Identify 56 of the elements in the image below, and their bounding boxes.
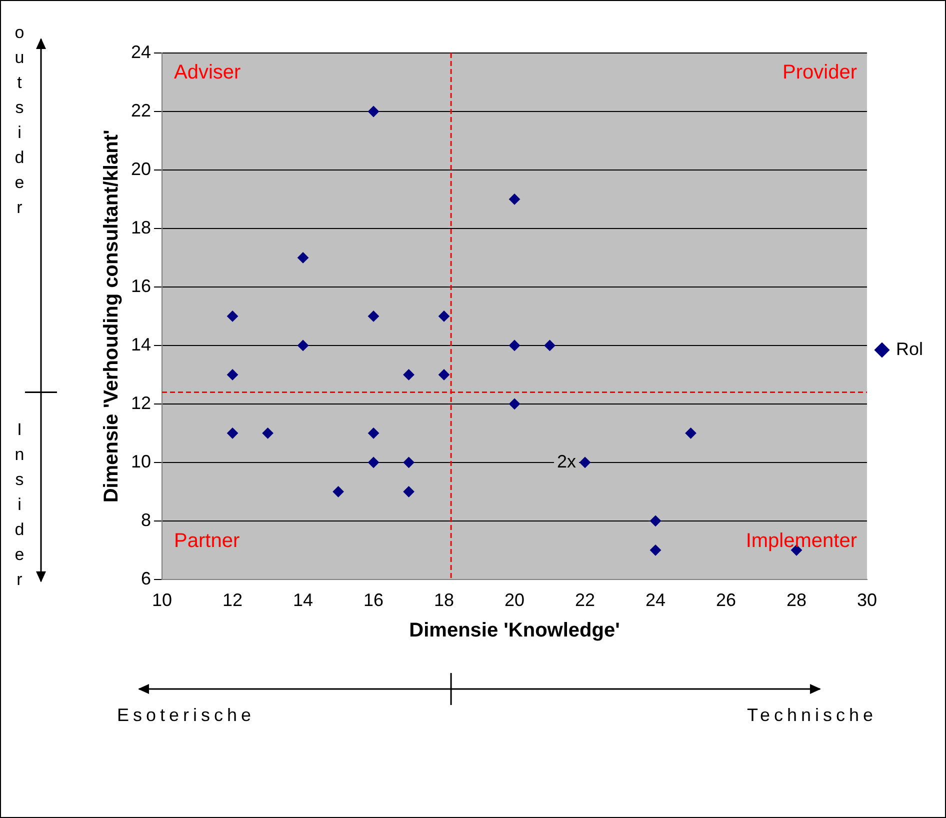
y-tick-label: 20 <box>130 158 152 179</box>
y-tick-label: 22 <box>130 100 152 120</box>
y-tick-label: 14 <box>130 334 152 354</box>
y-axis-title: Dimensie 'Verhouding consultant/klant' <box>100 130 123 503</box>
point <box>509 194 520 205</box>
point <box>438 369 450 380</box>
y-tick-label: 8 <box>141 510 152 530</box>
annotation: Adviser <box>174 62 242 84</box>
y-tick-label: 12 <box>130 392 152 413</box>
point <box>368 310 380 322</box>
y-tick-label: 18 <box>130 217 152 238</box>
point <box>650 515 661 526</box>
point <box>438 310 450 322</box>
point <box>298 252 309 264</box>
y-tick-label: 10 <box>130 451 152 472</box>
text: Insider <box>9 420 29 596</box>
point <box>227 369 238 380</box>
x-tick-label: 12 <box>222 590 243 610</box>
point <box>650 544 661 556</box>
point <box>403 369 414 380</box>
y-tick-label: 16 <box>130 276 152 296</box>
annotation: 2x <box>556 451 576 472</box>
x-tick-label: 18 <box>434 590 454 610</box>
point <box>332 486 344 498</box>
x-tick-label: 16 <box>363 590 384 610</box>
point <box>368 106 380 117</box>
x-tick-label: 28 <box>786 590 807 610</box>
x-tick-label: 22 <box>574 590 596 610</box>
annotation: Implementer <box>746 530 858 552</box>
annotation: Provider <box>782 62 858 84</box>
point <box>509 398 520 410</box>
y-tick-label: 6 <box>141 568 152 588</box>
point <box>227 310 238 322</box>
annotation: Partner <box>174 530 240 552</box>
legend-label: Rol <box>896 338 924 359</box>
point <box>685 428 696 439</box>
x-tick-label: 14 <box>293 590 314 610</box>
point <box>509 340 520 351</box>
point <box>368 428 380 439</box>
x-tick-label: 20 <box>504 590 525 610</box>
x-tick-label: 30 <box>856 590 878 610</box>
point <box>403 486 414 498</box>
point <box>544 340 556 351</box>
point <box>403 456 414 468</box>
point <box>368 456 380 468</box>
point <box>298 340 309 351</box>
x-axis-title: Dimensie 'Knowledge' <box>409 620 620 642</box>
y-tick-label: 24 <box>130 42 152 62</box>
x-tick-label: 26 <box>716 590 736 610</box>
point <box>580 456 591 468</box>
point <box>262 428 274 439</box>
point <box>227 428 238 439</box>
text: Esoterische <box>117 705 256 726</box>
x-tick-label: 24 <box>645 590 666 610</box>
text: outsider <box>9 23 29 223</box>
text: Technische <box>746 705 877 726</box>
